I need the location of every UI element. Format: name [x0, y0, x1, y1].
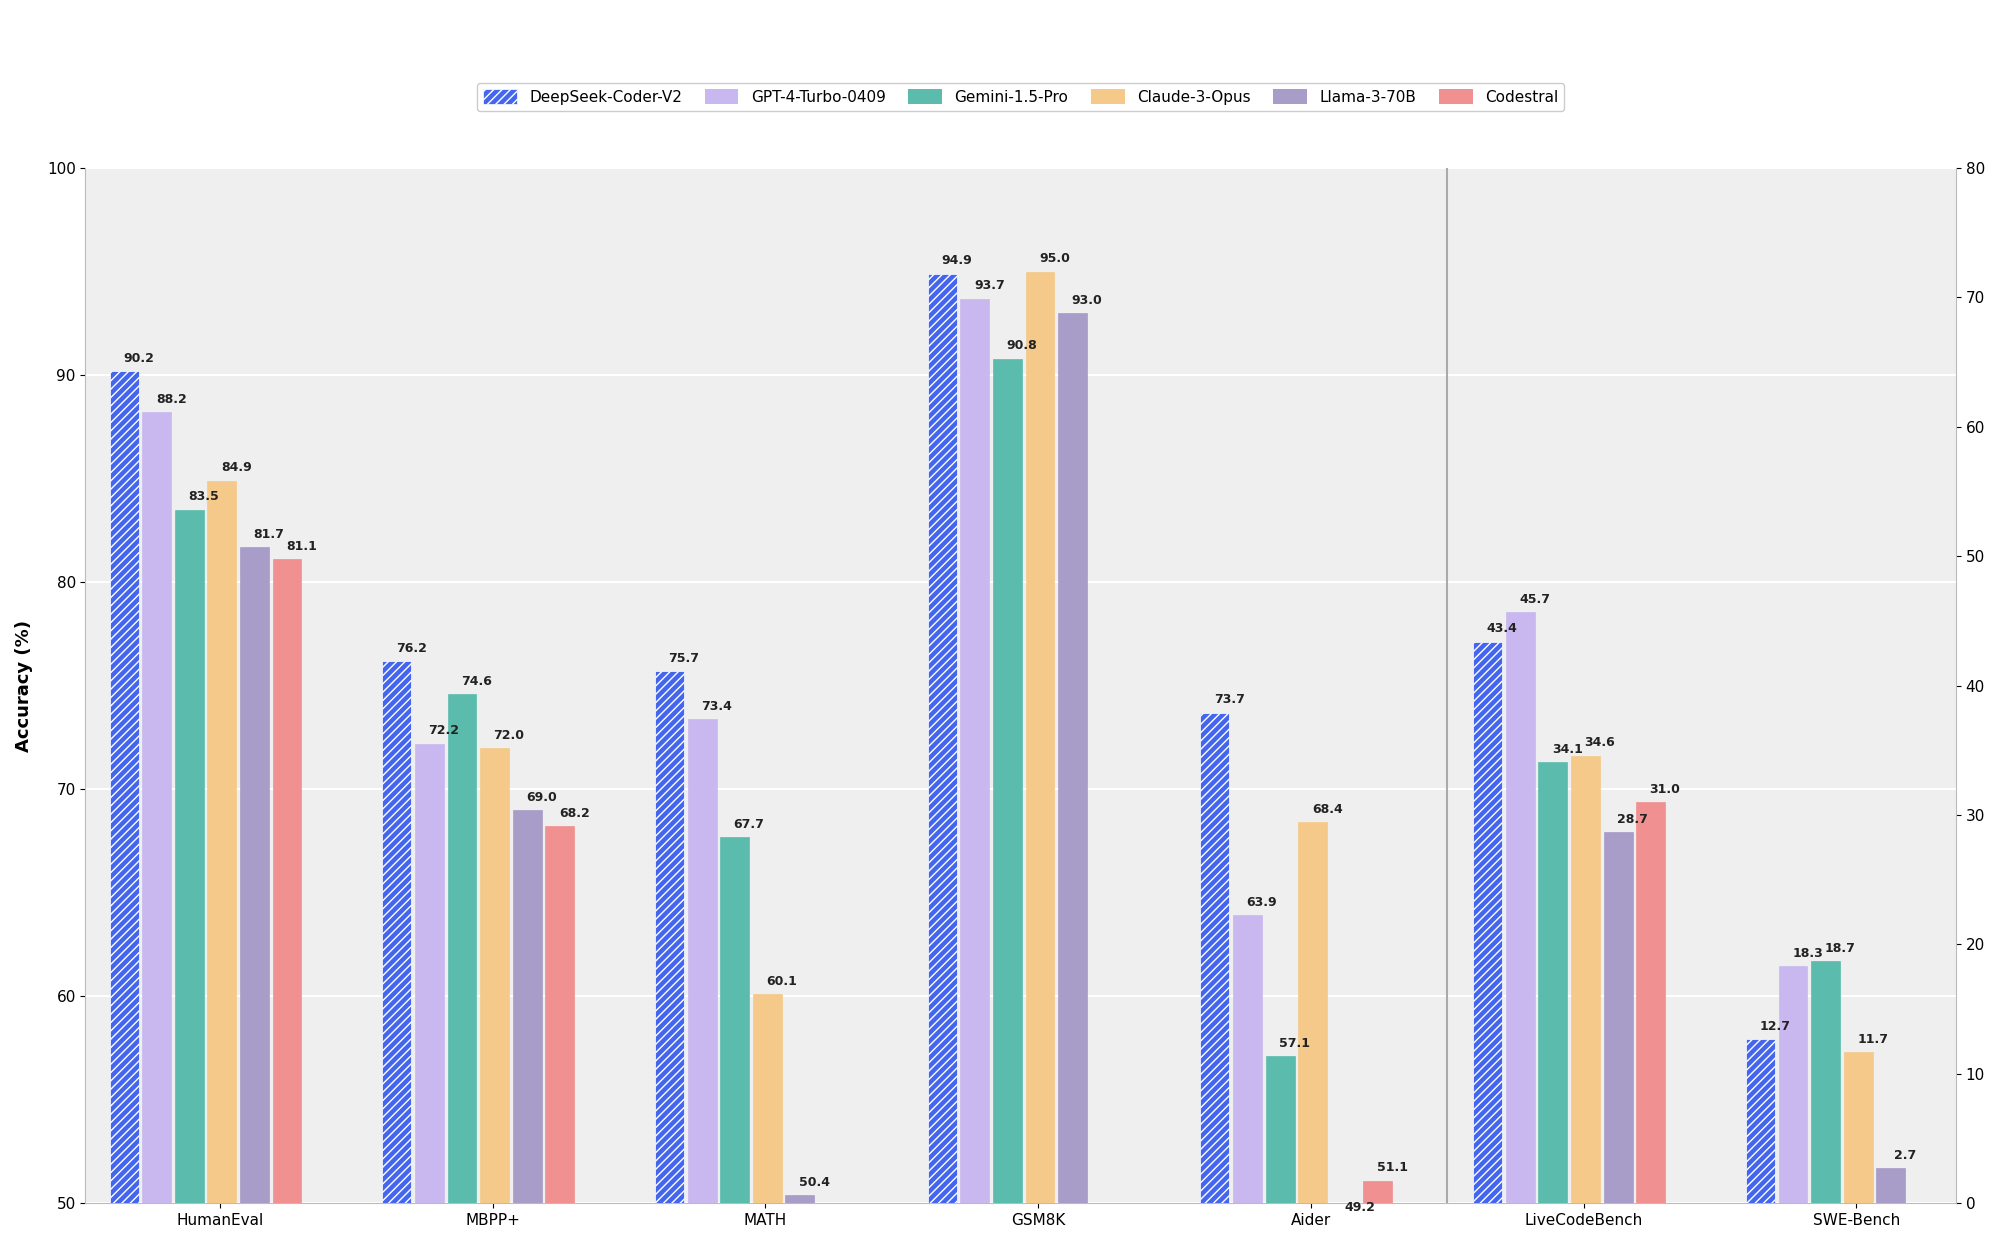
Text: 73.7: 73.7 [1214, 694, 1244, 706]
Bar [272, 559, 302, 1203]
Text: 18.7: 18.7 [1824, 942, 1856, 955]
Bar [1778, 967, 1808, 1203]
Bar [992, 358, 1022, 1203]
Bar [1538, 762, 1568, 1203]
Text: 50.4: 50.4 [798, 1176, 830, 1188]
Y-axis label: Accuracy (%): Accuracy (%) [14, 620, 32, 752]
Text: 81.1: 81.1 [286, 541, 316, 553]
Bar [1266, 1057, 1294, 1203]
Bar [1474, 641, 1502, 1203]
Text: 31.0: 31.0 [1650, 783, 1680, 796]
Text: 68.2: 68.2 [558, 807, 590, 820]
Text: 90.8: 90.8 [1006, 339, 1038, 352]
Text: 93.7: 93.7 [974, 280, 1004, 292]
Text: 18.3: 18.3 [1792, 947, 1822, 961]
Text: 11.7: 11.7 [1858, 1033, 1888, 1045]
Bar [688, 718, 716, 1203]
Bar [1506, 612, 1534, 1203]
Text: 34.6: 34.6 [1584, 736, 1616, 750]
Bar [414, 743, 444, 1203]
Text: 84.9: 84.9 [220, 461, 252, 475]
Text: 72.2: 72.2 [428, 725, 460, 737]
Bar [208, 481, 236, 1203]
Text: 45.7: 45.7 [1520, 593, 1550, 605]
Text: 93.0: 93.0 [1072, 293, 1102, 307]
Bar [1604, 832, 1632, 1203]
Bar [1026, 272, 1054, 1203]
Bar [142, 413, 172, 1203]
Bar [512, 810, 542, 1203]
Bar [1746, 1039, 1774, 1203]
Text: 2.7: 2.7 [1894, 1149, 1916, 1162]
Text: 60.1: 60.1 [766, 975, 798, 988]
Text: 28.7: 28.7 [1618, 813, 1648, 825]
Bar [240, 547, 268, 1203]
Text: 83.5: 83.5 [188, 491, 220, 503]
Text: 57.1: 57.1 [1280, 1037, 1310, 1050]
Bar [752, 994, 782, 1203]
Bar [382, 661, 412, 1203]
Text: 75.7: 75.7 [668, 653, 700, 665]
Bar [1876, 1168, 1906, 1203]
Bar [1234, 916, 1262, 1203]
Text: 49.2: 49.2 [1344, 1201, 1376, 1213]
Bar [448, 694, 476, 1203]
Bar [1570, 756, 1600, 1203]
Bar [546, 827, 574, 1203]
Text: 81.7: 81.7 [254, 528, 284, 541]
Bar [928, 273, 956, 1203]
Bar [110, 370, 138, 1203]
Text: 95.0: 95.0 [1040, 252, 1070, 266]
Bar [480, 748, 510, 1203]
Text: 69.0: 69.0 [526, 791, 558, 804]
Bar [1364, 1181, 1392, 1203]
Bar [1812, 961, 1840, 1203]
Text: 73.4: 73.4 [702, 700, 732, 712]
Text: 88.2: 88.2 [156, 393, 186, 406]
Text: 74.6: 74.6 [462, 675, 492, 687]
Bar [960, 298, 990, 1203]
Text: 90.2: 90.2 [124, 352, 154, 364]
Text: 94.9: 94.9 [942, 255, 972, 267]
Bar [786, 1195, 814, 1203]
Text: 51.1: 51.1 [1376, 1161, 1408, 1175]
Bar [1200, 712, 1230, 1203]
Bar [720, 837, 750, 1203]
Text: 63.9: 63.9 [1246, 896, 1278, 910]
Bar [174, 510, 204, 1203]
Text: 12.7: 12.7 [1760, 1019, 1790, 1033]
Text: 76.2: 76.2 [396, 641, 426, 655]
Bar [656, 671, 684, 1203]
Text: 34.1: 34.1 [1552, 743, 1582, 756]
Bar [1636, 802, 1666, 1203]
Text: 43.4: 43.4 [1486, 623, 1518, 635]
Bar [1058, 313, 1088, 1203]
Bar [1844, 1052, 1872, 1203]
Text: 68.4: 68.4 [1312, 803, 1342, 817]
Text: 67.7: 67.7 [734, 818, 764, 830]
Bar [1330, 1203, 1360, 1219]
Text: 72.0: 72.0 [494, 728, 524, 742]
Legend: DeepSeek-Coder-V2, GPT-4-Turbo-0409, Gemini-1.5-Pro, Claude-3-Opus, Llama-3-70B,: DeepSeek-Coder-V2, GPT-4-Turbo-0409, Gem… [478, 82, 1564, 111]
Bar [1298, 823, 1328, 1203]
